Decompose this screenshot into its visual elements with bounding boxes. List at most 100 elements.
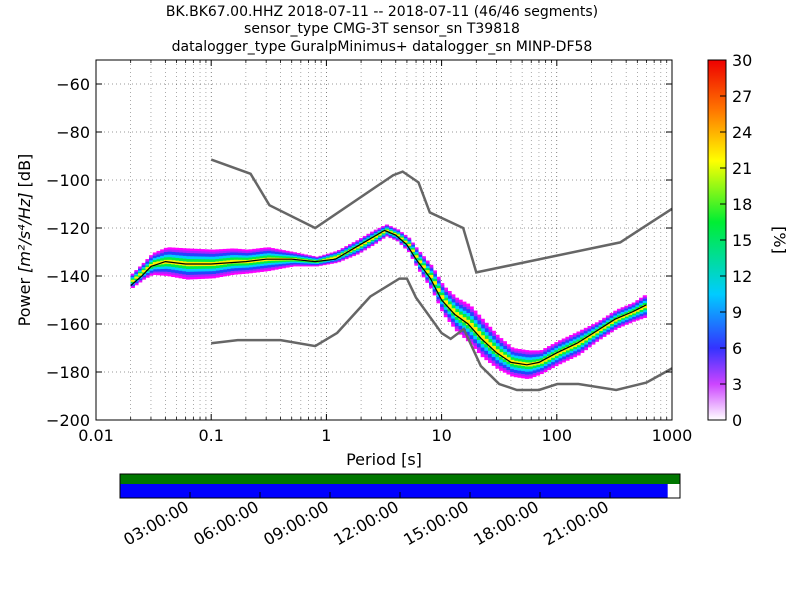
heatmap-cell (502, 354, 507, 360)
colorbar-tick-label: 0 (732, 411, 742, 430)
heatmap-cell (499, 352, 504, 357)
time-tick-label: 12:00:00 (330, 497, 402, 549)
heatmap-cell (355, 246, 360, 249)
heatmap-cell (329, 257, 334, 259)
heatmap-cell (587, 335, 592, 339)
x-tick-label: 0.1 (198, 426, 223, 445)
heatmap-cell (152, 262, 157, 266)
heatmap-cell (366, 239, 371, 242)
heatmap-cell (642, 305, 647, 309)
heatmap-cell (613, 318, 618, 322)
heatmap-cell (576, 341, 581, 346)
time-tick-label: 21:00:00 (540, 497, 612, 549)
heatmap-cell (484, 338, 489, 345)
y-axis-ticks: −60 −80 −100 −120 −140 −160 −180 −200 (46, 75, 672, 430)
heatmap-cell (454, 312, 460, 317)
heatmap-cell (145, 267, 150, 270)
heatmap-cell (381, 231, 386, 234)
y-tick-label: −140 (46, 267, 90, 286)
heatmap-cell (388, 231, 393, 233)
heatmap-cell (451, 308, 456, 313)
svg-text:Power [m²/s⁴/Hz]: Power [m²/s⁴/Hz] [dB] (15, 154, 34, 327)
colorbar-tick-label: 21 (732, 159, 752, 178)
heatmap-cell (631, 310, 636, 314)
heatmap-cell (506, 357, 511, 362)
plot-frame (95, 59, 673, 421)
heatmap-cell (594, 330, 600, 334)
heatmap-cell (429, 274, 434, 279)
y-tick-label: −80 (56, 123, 90, 142)
heatmap-cell (141, 270, 146, 273)
heatmap-cell (602, 326, 607, 329)
y-axis-label-suffix: [dB] (15, 154, 34, 188)
time-tick-label: 18:00:00 (470, 497, 542, 549)
y-axis-label: Power [m²/s⁴/Hz] [dB] (15, 154, 34, 327)
chart-title-line-3: datalogger_type GuralpMinimus+ datalogge… (172, 39, 593, 55)
heatmap-cell (609, 321, 614, 324)
heatmap-cell (370, 237, 375, 240)
y-tick-label: −160 (46, 315, 90, 334)
heatmap-cell (480, 335, 485, 341)
heatmap-cell (639, 306, 644, 310)
time-tick-label: 09:00:00 (260, 497, 332, 549)
heatmap-cell (410, 249, 415, 252)
heatmap-cell (392, 232, 397, 235)
x-tick-label: 1000 (652, 426, 693, 445)
heatmap-cell (476, 331, 482, 337)
colorbar-ticks: 0 3 6 9 12 15 18 21 24 27 30 (720, 51, 752, 430)
heatmap-cell (333, 256, 338, 259)
colorbar-tick-label: 27 (732, 87, 752, 106)
heatmap-cell (550, 354, 555, 358)
availability-bottom-bar (120, 484, 668, 498)
curve-layer (130, 158, 673, 392)
y-axis-label-units: [m²/s⁴/Hz] (15, 192, 34, 272)
heatmap-cell (488, 342, 493, 348)
heatmap-cell (156, 261, 161, 265)
nhnm-curve (210, 158, 673, 274)
x-tick-label: 1 (321, 426, 331, 445)
colorbar-label: [%] (770, 226, 789, 254)
heatmap-cell (616, 317, 622, 320)
heatmap-cell (377, 233, 382, 236)
heatmap-cell (362, 242, 367, 245)
heatmap-cell (336, 255, 342, 257)
heatmap-cell (598, 328, 603, 332)
y-axis-label-prefix: Power (15, 278, 34, 327)
heatmap-cell (432, 281, 437, 285)
heatmap-cell (546, 356, 552, 360)
x-axis-ticks: 0.01 0.1 1 10 100 1000 (78, 60, 692, 445)
heatmap-cell (425, 270, 430, 274)
heatmap-cell (583, 337, 588, 341)
heatmap-cell (580, 339, 585, 343)
colorbar-tick-label: 15 (732, 231, 752, 250)
heatmap-cell (399, 237, 404, 240)
colorbar-tick-label: 6 (732, 339, 742, 358)
chart-title-line-2: sensor_type CMG-3T sensor_sn T39818 (244, 21, 520, 37)
x-tick-label: 100 (542, 426, 573, 445)
heatmap-cell (130, 279, 135, 282)
chart-title-line-1: BK.BK67.00.HHZ 2018-07-11 -- 2018-07-11 … (166, 4, 598, 20)
heatmap-cell (554, 352, 559, 356)
heatmap-cell (421, 265, 426, 269)
x-tick-label: 10 (431, 426, 451, 445)
heatmap-cell (628, 312, 633, 316)
heatmap-cell (558, 350, 563, 354)
plot-area (96, 60, 672, 420)
heatmap-cell (406, 243, 412, 246)
heatmap-cell (561, 348, 566, 353)
heatmap-cell (565, 347, 570, 351)
time-tick-label: 06:00:00 (190, 497, 262, 549)
heatmap-cell (351, 248, 356, 251)
heatmap-cell (436, 288, 441, 292)
time-tick-label: 15:00:00 (400, 497, 472, 549)
availability-top-bar (120, 474, 680, 484)
heatmap-cell (569, 345, 574, 349)
y-tick-label: −120 (46, 219, 90, 238)
heatmap-cell (465, 319, 471, 326)
heatmap-cell (473, 327, 478, 333)
heatmap-cell (635, 308, 640, 312)
heatmap-cell (325, 258, 331, 260)
heatmap-cell (149, 264, 154, 267)
heatmap-cell (510, 359, 515, 364)
